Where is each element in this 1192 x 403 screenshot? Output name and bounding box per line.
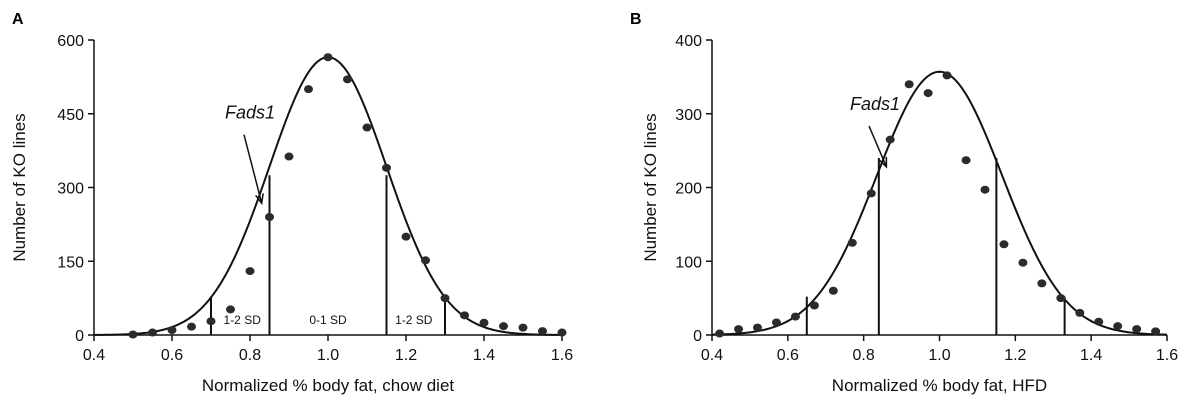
y-tick-label: 300 bbox=[57, 181, 84, 198]
x-tick-label: 1.6 bbox=[551, 347, 573, 364]
data-point bbox=[538, 327, 547, 336]
data-point bbox=[401, 232, 411, 241]
x-axis-label: Normalized % body fat, HFD bbox=[832, 376, 1047, 395]
data-point bbox=[421, 256, 430, 265]
panel-label: B bbox=[630, 11, 642, 28]
data-point bbox=[1151, 327, 1161, 336]
data-point bbox=[1037, 279, 1047, 288]
data-point bbox=[499, 322, 508, 331]
x-tick-label: 1.2 bbox=[395, 347, 417, 364]
annotation-arrowhead bbox=[255, 193, 264, 206]
gene-annotation-label: Fads1 bbox=[225, 103, 275, 123]
annotation-arrow-line bbox=[868, 125, 888, 168]
x-tick-label: 0.4 bbox=[701, 347, 723, 364]
y-tick-label: 200 bbox=[675, 181, 702, 198]
y-tick-label: 0 bbox=[693, 328, 702, 345]
x-tick-label: 0.8 bbox=[239, 347, 261, 364]
sd-region-label: 0-1 SD bbox=[309, 313, 347, 327]
sd-region-label: 1-2 SD bbox=[224, 313, 262, 327]
x-tick-label: 0.4 bbox=[83, 347, 105, 364]
data-point bbox=[715, 329, 725, 338]
data-point bbox=[847, 238, 857, 247]
x-tick-label: 1.0 bbox=[928, 347, 950, 364]
data-point bbox=[518, 323, 528, 332]
data-point bbox=[284, 152, 294, 161]
x-tick-label: 1.4 bbox=[1080, 347, 1102, 364]
y-tick-label: 450 bbox=[57, 107, 84, 124]
x-tick-label: 0.8 bbox=[853, 347, 875, 364]
data-point bbox=[942, 71, 952, 80]
data-point bbox=[362, 123, 372, 132]
data-point bbox=[999, 240, 1009, 249]
normal-fit-curve bbox=[93, 56, 563, 336]
data-point bbox=[809, 301, 819, 310]
data-point bbox=[1075, 308, 1085, 317]
data-point bbox=[323, 53, 333, 62]
x-tick-label: 1.6 bbox=[1156, 347, 1178, 364]
data-point bbox=[1113, 322, 1123, 331]
y-tick-label: 300 bbox=[675, 107, 702, 124]
data-point bbox=[460, 311, 469, 320]
data-point bbox=[753, 323, 762, 332]
data-point bbox=[128, 330, 138, 339]
data-point bbox=[167, 326, 177, 335]
panel-label: A bbox=[12, 11, 24, 28]
y-tick-label: 0 bbox=[75, 328, 84, 345]
y-tick-label: 100 bbox=[675, 254, 702, 271]
data-point bbox=[828, 286, 838, 295]
data-point bbox=[904, 80, 914, 89]
chart-panel-b: B 0 100 200 300 400 0.4 0.6 0.8 1.0 1.2 1.4 1.6 Norma… bbox=[630, 11, 1178, 395]
x-tick-label: 1.0 bbox=[317, 347, 339, 364]
y-axis-label: Number of KO lines bbox=[641, 113, 660, 261]
data-point bbox=[265, 213, 274, 221]
data-point bbox=[734, 325, 744, 334]
data-point bbox=[479, 318, 489, 327]
data-point bbox=[1132, 325, 1142, 334]
annotation-arrow-line bbox=[243, 134, 263, 204]
sd-region-label: 1-2 SD bbox=[395, 313, 433, 327]
data-point bbox=[245, 267, 255, 276]
data-point bbox=[1094, 317, 1104, 326]
y-tick-label: 400 bbox=[675, 33, 702, 50]
data-point bbox=[304, 85, 313, 94]
chart-panel-a: A 0 150 300 450 600 0.4 0.6 0.8 1.0 1.2 1.4 1.6 Norma… bbox=[10, 11, 573, 395]
x-tick-label: 0.6 bbox=[777, 347, 799, 364]
data-point bbox=[226, 305, 235, 314]
y-tick-label: 150 bbox=[57, 254, 84, 271]
x-tick-label: 0.6 bbox=[161, 347, 183, 364]
x-tick-label: 1.2 bbox=[1004, 347, 1026, 364]
data-point bbox=[382, 163, 391, 172]
normal-fit-curve bbox=[711, 70, 1168, 336]
data-point bbox=[1056, 294, 1066, 303]
data-point bbox=[771, 318, 781, 327]
x-axis-label: Normalized % body fat, chow diet bbox=[202, 376, 455, 395]
gene-annotation-label: Fads1 bbox=[850, 94, 900, 114]
data-point bbox=[961, 156, 971, 165]
y-tick-label: 600 bbox=[57, 33, 84, 50]
x-tick-label: 1.4 bbox=[473, 347, 495, 364]
data-point bbox=[206, 317, 216, 326]
annotation-arrowhead bbox=[878, 156, 888, 169]
data-point bbox=[1018, 258, 1028, 267]
data-point bbox=[557, 328, 567, 337]
data-point bbox=[187, 322, 196, 331]
data-point bbox=[440, 294, 450, 303]
data-point bbox=[148, 328, 157, 337]
data-point bbox=[866, 189, 876, 198]
data-point bbox=[980, 185, 990, 194]
data-point bbox=[923, 89, 933, 98]
y-axis-label: Number of KO lines bbox=[10, 113, 29, 261]
data-point bbox=[885, 135, 895, 144]
data-point bbox=[790, 312, 800, 321]
data-point bbox=[343, 75, 352, 84]
